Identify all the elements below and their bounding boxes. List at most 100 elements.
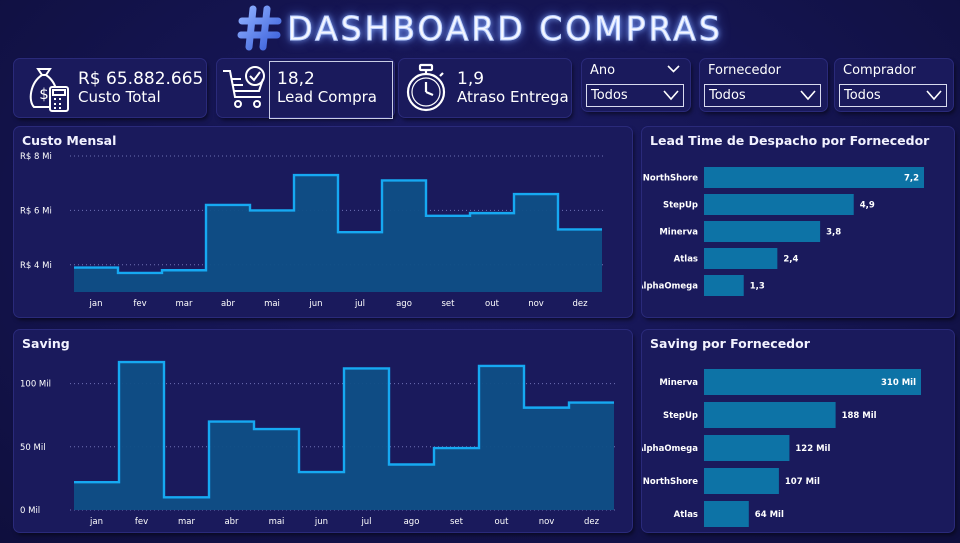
data-label: 122 Mil xyxy=(795,444,830,454)
filter-comprador: Comprador Todos xyxy=(835,59,953,111)
data-step-jan xyxy=(74,482,119,510)
kpi-highlight-frame xyxy=(269,61,393,119)
x-tick-label: fev xyxy=(133,299,146,309)
data-label: 310 Mil xyxy=(881,378,916,388)
x-tick-label: dez xyxy=(572,299,588,309)
bar-Minerva xyxy=(704,369,921,395)
filter-label: Comprador xyxy=(843,63,916,78)
data-step-out xyxy=(470,213,514,292)
panel-lead-time: Lead Time de Despacho por Fornecedor Nor… xyxy=(642,127,954,317)
bar-NorthShore xyxy=(704,468,779,494)
panel-saving: Saving 0 Mil 50 Mil 100 Mil jan fev mar abr mai… xyxy=(14,330,632,532)
data-step-fev xyxy=(119,362,164,510)
data-label: 7,2 xyxy=(904,174,919,184)
data-label: 3,8 xyxy=(826,228,841,238)
data-step-nov xyxy=(514,194,558,292)
saving-chart: 0 Mil 50 Mil 100 Mil jan fev mar abr mai jun jul a… xyxy=(20,360,618,527)
category-label: AlphaOmega xyxy=(642,282,698,292)
comprador-select[interactable]: Todos xyxy=(839,84,947,107)
dashboard-header: DASHBOARD COMPRAS xyxy=(0,4,960,52)
chart-title: Saving xyxy=(22,336,70,351)
x-tick-label: jan xyxy=(89,299,103,309)
x-tick-label: jul xyxy=(354,299,365,309)
data-step-abr xyxy=(206,205,250,292)
x-tick-label: jun xyxy=(308,299,322,309)
category-label: NorthShore xyxy=(643,174,698,184)
shopping-cart-check-icon xyxy=(223,66,265,108)
bar-AlphaOmega xyxy=(704,435,790,461)
category-label: StepUp xyxy=(663,201,698,211)
x-tick-label: ago xyxy=(396,299,412,309)
x-tick-label: mai xyxy=(264,299,280,309)
category-label: Atlas xyxy=(674,255,698,265)
data-label: 64 Mil xyxy=(755,510,784,520)
y-tick-label: 50 Mil xyxy=(20,443,46,453)
select-value: Todos xyxy=(709,88,746,103)
data-label: 1,3 xyxy=(750,282,765,292)
filter-fornecedor: Fornecedor Todos xyxy=(700,59,827,111)
bar-Atlas xyxy=(704,501,749,527)
kpi-value: 1,9 xyxy=(457,68,485,89)
series-line xyxy=(74,360,614,499)
data-step-jun xyxy=(299,472,344,510)
chart-title: Lead Time de Despacho por Fornecedor xyxy=(650,133,930,148)
kpi-label: Custo Total xyxy=(78,88,161,107)
category-label: AlphaOmega xyxy=(642,444,698,454)
data-step-mai xyxy=(254,429,299,510)
x-tick-label: dez xyxy=(584,517,600,527)
data-step-dez xyxy=(569,403,614,510)
kpi-lead-compra: 18,2 Lead Compra xyxy=(217,59,394,119)
y-tick-label: R$ 8 Mi xyxy=(20,152,52,162)
select-value: Todos xyxy=(591,88,628,103)
data-step-set xyxy=(426,216,470,292)
category-label: NorthShore xyxy=(643,477,698,487)
filter-label: Ano xyxy=(590,63,616,78)
fornecedor-select[interactable]: Todos xyxy=(704,84,821,107)
y-tick-label: 0 Mil xyxy=(20,506,40,516)
select-value: Todos xyxy=(844,88,881,103)
bar-AlphaOmega xyxy=(704,275,744,296)
page-title: DASHBOARD COMPRAS xyxy=(287,8,723,48)
data-step-mar xyxy=(162,270,206,292)
x-tick-label: mar xyxy=(176,299,193,309)
data-step-dez xyxy=(558,229,602,292)
data-step-set xyxy=(434,448,479,510)
bar-StepUp xyxy=(704,402,836,428)
filter-label: Fornecedor xyxy=(708,63,782,78)
kpi-label: Lead Compra xyxy=(277,88,377,107)
chevron-down-icon[interactable] xyxy=(667,65,680,73)
chart-title: Custo Mensal xyxy=(22,133,117,148)
data-step-fev xyxy=(118,273,162,292)
data-step-ago xyxy=(382,180,426,292)
x-tick-label: nov xyxy=(539,517,555,527)
data-step-jul xyxy=(338,232,382,292)
x-tick-label: fev xyxy=(135,517,148,527)
kpi-custo-total: $ R$ 65.882.665 Custo Total xyxy=(14,59,206,117)
y-tick-label: R$ 4 Mi xyxy=(20,261,52,271)
data-step-abr xyxy=(209,422,254,510)
data-step-jul xyxy=(344,368,389,510)
hashtag-logo-icon xyxy=(237,5,282,51)
x-tick-label: set xyxy=(450,517,464,527)
ano-select[interactable]: Todos xyxy=(586,84,684,107)
money-bag-calculator-icon: $ xyxy=(29,68,69,112)
lead-time-chart: NorthShore 7,2 StepUp 4,9 Minerva 3,8 Atlas 2,4… xyxy=(642,167,924,296)
kpi-value: R$ 65.882.665 xyxy=(78,68,204,89)
data-step-mar xyxy=(164,497,209,510)
stopwatch-icon xyxy=(406,63,446,112)
data-step-jun xyxy=(294,175,338,292)
data-step-mai xyxy=(250,210,294,292)
kpi-value: 18,2 xyxy=(277,68,315,89)
y-tick-label: R$ 6 Mi xyxy=(20,206,52,216)
chevron-down-icon xyxy=(926,90,942,101)
data-step-out xyxy=(479,366,524,510)
x-tick-label: out xyxy=(485,299,500,309)
data-label: 2,4 xyxy=(783,255,798,265)
x-tick-label: nov xyxy=(528,299,544,309)
panel-custo-mensal: Custo Mensal R$ 4 Mi R$ 6 Mi R$ 8 Mi jan fev… xyxy=(14,127,632,317)
x-tick-label: set xyxy=(442,299,456,309)
chevron-down-icon xyxy=(800,90,816,101)
data-label: 4,9 xyxy=(860,201,875,211)
saving-fornecedor-chart: Minerva 310 Mil StepUp 188 Mil AlphaOmega 122… xyxy=(642,369,921,527)
category-label: Minerva xyxy=(659,378,698,388)
